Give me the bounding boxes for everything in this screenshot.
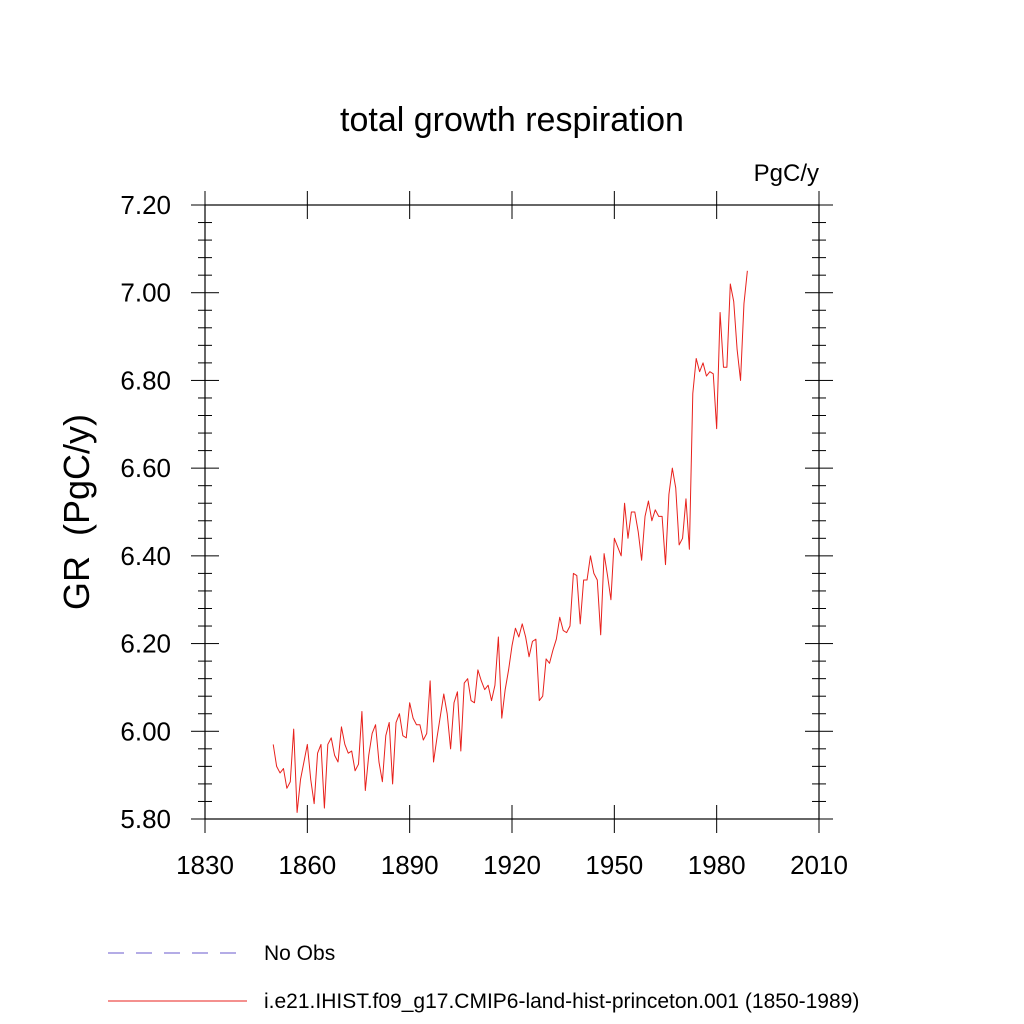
y-tick-label: 6.80	[120, 365, 171, 395]
y-tick-label: 6.20	[120, 629, 171, 659]
axis-ticks	[191, 191, 833, 833]
y-tick-label: 6.40	[120, 541, 171, 571]
axis-tick-labels: 1830 1860 1890 1920 1950 1980 2010 5.80 6.00 6.20…	[120, 190, 848, 880]
legend-label-no-obs: No Obs	[264, 942, 335, 965]
y-axis-label: GR (PgC/y)	[56, 414, 97, 610]
units-label: PgC/y	[754, 160, 819, 187]
x-tick-label: 1950	[585, 850, 643, 880]
y-tick-label: 6.60	[120, 453, 171, 483]
series-layer	[272, 270, 748, 813]
chart-title: total growth respiration	[340, 101, 684, 139]
x-tick-label: 1890	[381, 850, 439, 880]
y-tick-label: 7.20	[120, 190, 171, 220]
legend-label-model-run: i.e21.IHIST.f09_g17.CMIP6-land-hist-prin…	[264, 990, 859, 1013]
x-tick-label: 1980	[688, 850, 746, 880]
legend-item-model-run: i.e21.IHIST.f09_g17.CMIP6-land-hist-prin…	[108, 990, 859, 1013]
x-tick-label: 1860	[278, 850, 336, 880]
x-tick-label: 2010	[790, 850, 848, 880]
y-tick-label: 6.00	[120, 716, 171, 746]
y-tick-label: 7.00	[120, 278, 171, 308]
plot-frame	[204, 204, 820, 820]
y-tick-label: 5.80	[120, 804, 171, 834]
legend-item-no-obs: No Obs	[108, 942, 335, 965]
series-line	[272, 270, 748, 813]
legend: No Obs i.e21.IHIST.f09_g17.CMIP6-land-hi…	[108, 942, 859, 1013]
x-tick-label: 1830	[176, 850, 234, 880]
x-tick-label: 1920	[483, 850, 541, 880]
